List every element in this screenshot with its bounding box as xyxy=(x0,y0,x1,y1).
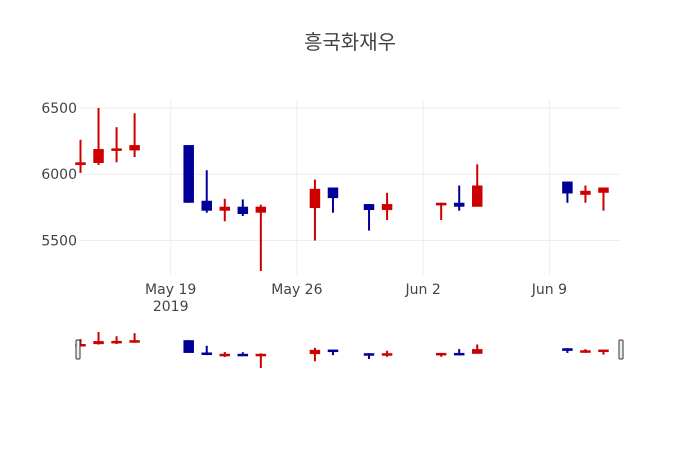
slider-candle xyxy=(580,349,591,353)
plot-area[interactable] xyxy=(75,107,609,272)
slider-candle xyxy=(237,352,249,357)
slider-candle xyxy=(93,332,104,345)
x-tick-label: May 19 xyxy=(145,282,196,298)
candle[interactable] xyxy=(580,185,591,203)
range-slider-left-handle[interactable] xyxy=(75,339,81,360)
grid-lines xyxy=(79,100,620,275)
candle[interactable] xyxy=(219,198,231,222)
candle[interactable] xyxy=(453,185,465,211)
slider-candle xyxy=(183,340,194,353)
candle[interactable] xyxy=(183,145,194,203)
y-tick-label: 5500 xyxy=(41,234,77,250)
slider-candle xyxy=(201,345,212,356)
slider-candle xyxy=(363,353,375,360)
slider-candle xyxy=(471,344,483,354)
slider-candle xyxy=(75,339,86,347)
candle[interactable] xyxy=(75,139,86,173)
x-tick-year-label: 2019 xyxy=(153,299,189,315)
slider-candle xyxy=(255,353,267,368)
candle[interactable] xyxy=(93,107,104,165)
slider-candle xyxy=(129,333,140,343)
candle[interactable] xyxy=(201,170,212,213)
candle[interactable] xyxy=(363,204,375,231)
candle[interactable] xyxy=(598,187,609,211)
slider-candle xyxy=(381,350,393,357)
slider-candle xyxy=(562,348,573,353)
candle[interactable] xyxy=(237,199,249,217)
candle[interactable] xyxy=(471,164,483,207)
x-tick-label: May 26 xyxy=(271,282,322,298)
y-axis: 5500 6000 6500 xyxy=(41,101,77,250)
candle[interactable] xyxy=(435,202,447,220)
slider-candle xyxy=(327,349,339,356)
y-tick-label: 6500 xyxy=(41,101,77,117)
candle[interactable] xyxy=(129,113,140,158)
range-slider[interactable] xyxy=(75,332,624,368)
slider-candle xyxy=(219,352,231,358)
x-tick-label: Jun 9 xyxy=(531,282,567,298)
candle[interactable] xyxy=(327,187,339,213)
candle[interactable] xyxy=(111,127,122,163)
x-tick-label: Jun 2 xyxy=(405,282,441,298)
slider-candle xyxy=(598,349,609,355)
candle[interactable] xyxy=(381,192,393,220)
chart-title: 흥국화재우 xyxy=(304,30,396,54)
candle[interactable] xyxy=(255,204,267,272)
range-slider-right-handle[interactable] xyxy=(618,339,624,360)
slider-candle xyxy=(453,349,465,356)
candle[interactable] xyxy=(562,181,573,203)
candle[interactable] xyxy=(309,179,321,241)
y-tick-label: 6000 xyxy=(41,167,77,183)
slider-candle xyxy=(111,336,122,344)
slider-candle xyxy=(435,352,447,357)
slider-candle xyxy=(309,347,321,362)
